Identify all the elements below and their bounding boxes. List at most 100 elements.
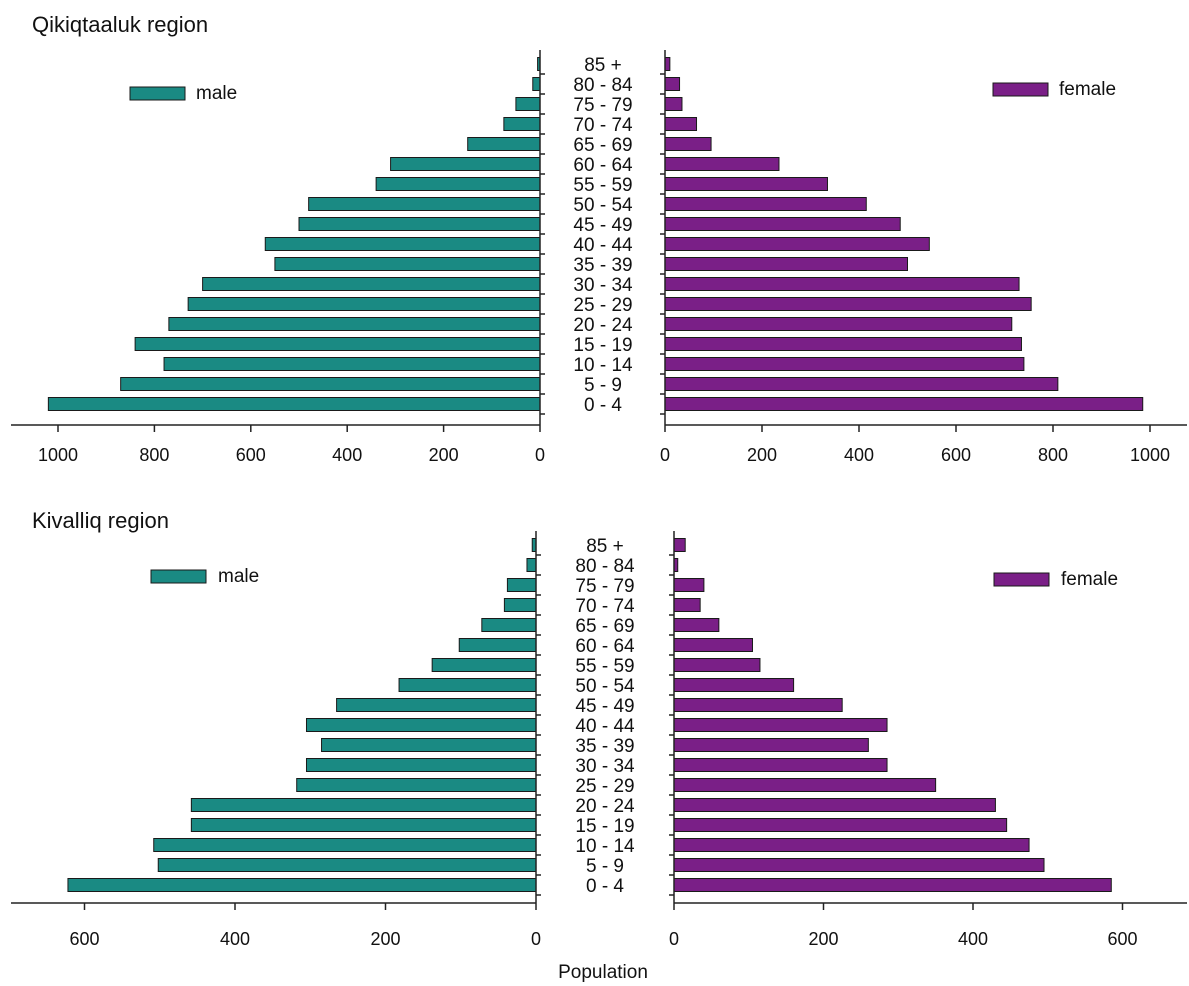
chart2-age-label: 60 - 64 bbox=[575, 636, 635, 657]
chart2-age-label: 85 + bbox=[586, 536, 624, 557]
chart1-age-label: 25 - 29 bbox=[573, 295, 632, 316]
chart1-male-tick-label: 400 bbox=[332, 445, 362, 465]
chart1-male-tick-label: 200 bbox=[429, 445, 459, 465]
chart2-female-bar bbox=[673, 778, 937, 792]
chart1-female-legend-swatch bbox=[992, 82, 1049, 97]
chart2-male-legend-swatch bbox=[150, 569, 207, 584]
chart1-age-label: 45 - 49 bbox=[573, 215, 632, 236]
chart2-male-bar bbox=[157, 858, 537, 872]
chart1-female-bar bbox=[664, 77, 681, 91]
chart2-male-legend-label: male bbox=[218, 566, 259, 587]
chart1-female-bar bbox=[664, 257, 908, 271]
chart2-male-bar bbox=[506, 578, 537, 592]
chart2-age-label: 10 - 14 bbox=[575, 836, 635, 857]
chart2-male-bar bbox=[190, 798, 537, 812]
chart1-female-bar bbox=[664, 217, 901, 231]
chart1-female-bar bbox=[664, 157, 780, 171]
chart1-female-bar bbox=[664, 137, 712, 151]
chart2-female-tick-label: 200 bbox=[808, 929, 838, 949]
chart1-male-bar bbox=[390, 157, 541, 171]
chart2-female-bar bbox=[673, 838, 1030, 852]
chart1-male-legend-label: male bbox=[196, 83, 237, 104]
chart2-female-tick-label: 400 bbox=[958, 929, 988, 949]
chart1-male-tick-label: 0 bbox=[535, 445, 545, 465]
chart1-female-bar bbox=[664, 317, 1013, 331]
chart1-male-bar bbox=[264, 237, 541, 251]
chart2-age-label: 75 - 79 bbox=[575, 576, 634, 597]
chart2-female-legend-swatch bbox=[993, 572, 1050, 587]
chart1-male-bar bbox=[120, 377, 541, 391]
chart2-female-tick-label: 0 bbox=[669, 929, 679, 949]
chart1-age-label: 15 - 19 bbox=[573, 335, 632, 356]
chart2-age-label: 55 - 59 bbox=[575, 656, 634, 677]
chart2-age-label: 35 - 39 bbox=[575, 736, 634, 757]
chart2-male-bar bbox=[296, 778, 537, 792]
chart1-age-label: 0 - 4 bbox=[584, 395, 622, 416]
chart1-age-label: 75 - 79 bbox=[573, 95, 632, 116]
chart2-male-bar bbox=[481, 618, 537, 632]
chart2-age-label: 70 - 74 bbox=[575, 596, 635, 617]
chart2-age-label: 30 - 34 bbox=[575, 756, 635, 777]
chart2-male-bar bbox=[153, 838, 537, 852]
chart2-female-legend-label: female bbox=[1061, 569, 1118, 590]
chart1-female-tick-label: 0 bbox=[660, 445, 670, 465]
chart1-male-bar bbox=[375, 177, 541, 191]
chart2-male-bar bbox=[190, 818, 537, 832]
chart2-female-bar bbox=[673, 618, 720, 632]
chart2-age-label: 40 - 44 bbox=[575, 716, 635, 737]
chart1-age-label: 35 - 39 bbox=[573, 255, 632, 276]
chart1-age-label: 20 - 24 bbox=[573, 315, 633, 336]
chart1-age-label: 85 + bbox=[584, 55, 622, 76]
chart2-male-bar bbox=[458, 638, 537, 652]
chart1-female-bar bbox=[664, 117, 698, 131]
chart1-female-tick-label: 600 bbox=[941, 445, 971, 465]
chart2-female-bar bbox=[673, 738, 869, 752]
chart2-male-tick-label: 600 bbox=[69, 929, 99, 949]
chart2-male-bar bbox=[503, 598, 537, 612]
chart2-male-bar bbox=[398, 678, 537, 692]
chart2-age-label: 65 - 69 bbox=[575, 616, 634, 637]
chart2-age-label: 15 - 19 bbox=[575, 816, 634, 837]
chart1-age-label: 65 - 69 bbox=[573, 135, 632, 156]
chart1-male-bar bbox=[298, 217, 541, 231]
chart1-female-bar bbox=[664, 177, 828, 191]
chart2-female-bar bbox=[673, 698, 843, 712]
chart1-female-bar bbox=[664, 97, 683, 111]
chart1-male-bar bbox=[134, 337, 541, 351]
chart1-age-label: 40 - 44 bbox=[573, 235, 633, 256]
chart1-age-label: 70 - 74 bbox=[573, 115, 633, 136]
chart2-age-label: 5 - 9 bbox=[586, 856, 624, 877]
chart1-age-label: 10 - 14 bbox=[573, 355, 633, 376]
chart1-female-bar bbox=[664, 377, 1059, 391]
chart2-age-label: 25 - 29 bbox=[575, 776, 634, 797]
chart1-female-legend-label: female bbox=[1059, 79, 1116, 100]
chart1-male-bar bbox=[274, 257, 541, 271]
chart1-female-bar bbox=[664, 297, 1032, 311]
chart1-age-label: 55 - 59 bbox=[573, 175, 632, 196]
chart1-female-tick-label: 200 bbox=[747, 445, 777, 465]
chart2-male-tick-label: 200 bbox=[370, 929, 400, 949]
chart1-age-label: 80 - 84 bbox=[573, 75, 633, 96]
chart2-male-tick-label: 0 bbox=[531, 929, 541, 949]
chart2-male-bar bbox=[321, 738, 537, 752]
chart2-male-bar bbox=[67, 878, 537, 892]
chart2-male-tick-label: 400 bbox=[220, 929, 250, 949]
chart2-female-bar bbox=[673, 858, 1045, 872]
chart2-female-bar bbox=[673, 818, 1008, 832]
chart2-age-label: 45 - 49 bbox=[575, 696, 634, 717]
chart1-male-tick-label: 1000 bbox=[38, 445, 78, 465]
chart1-female-tick-label: 1000 bbox=[1130, 445, 1170, 465]
chart2-female-bar bbox=[673, 538, 686, 552]
chart1-female-bar bbox=[664, 197, 867, 211]
chart1-age-label: 30 - 34 bbox=[573, 275, 633, 296]
chart1-title: Qikiqtaaluk region bbox=[32, 12, 208, 37]
chart1-female-bar bbox=[664, 277, 1020, 291]
chart2-female-bar bbox=[673, 578, 705, 592]
chart1-male-bar bbox=[47, 397, 541, 411]
chart1-male-tick-label: 600 bbox=[236, 445, 266, 465]
chart1-age-label: 5 - 9 bbox=[584, 375, 622, 396]
chart2-female-tick-label: 600 bbox=[1107, 929, 1137, 949]
chart2-male-bar bbox=[305, 758, 537, 772]
chart2-male-bar bbox=[526, 558, 537, 572]
